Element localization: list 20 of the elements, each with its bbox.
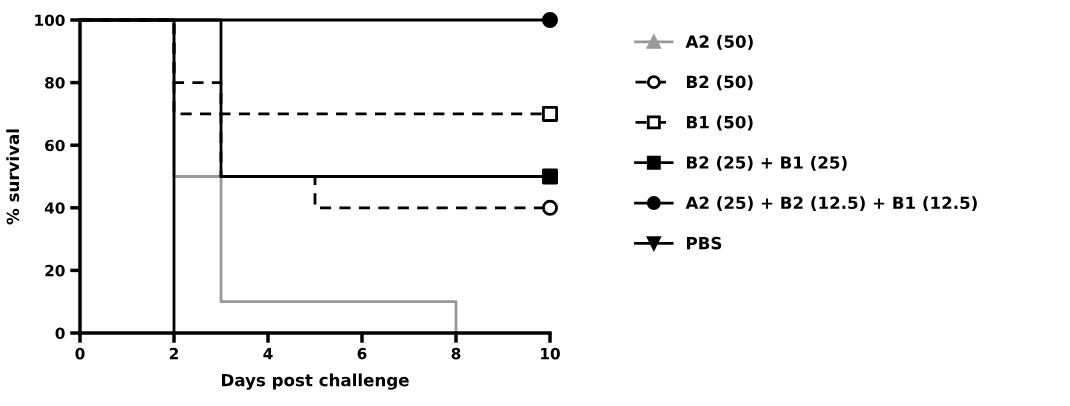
x-tick-label: 6	[357, 347, 367, 360]
y-tick-label: 100	[35, 14, 65, 27]
x-tick-label: 10	[541, 347, 560, 360]
x-tick-label: 0	[75, 347, 85, 360]
y-tick-label: 0	[55, 327, 65, 340]
legend-label: PBS	[687, 236, 722, 250]
legend-label: A2 (25) + B2 (12.5) + B1 (12.5)	[685, 196, 977, 212]
legend-label: A2 (50)	[685, 35, 753, 50]
x-tick-label: 8	[451, 347, 461, 360]
x-tick-label: 4	[263, 348, 273, 360]
y-tick-label: 80	[45, 77, 65, 89]
y-tick-label: 60	[45, 139, 65, 152]
legend-label: B2 (25) + B1 (25)	[687, 155, 847, 171]
y-tick-label: 40	[44, 202, 65, 214]
legend-label: B1 (50)	[687, 115, 753, 131]
legend-label: B2 (50)	[687, 75, 753, 91]
y-axis-title: % survival	[6, 129, 20, 225]
x-axis-title: Days post challenge	[222, 373, 409, 390]
x-tick-label: 2	[169, 347, 178, 360]
y-tick-label: 20	[45, 264, 65, 277]
